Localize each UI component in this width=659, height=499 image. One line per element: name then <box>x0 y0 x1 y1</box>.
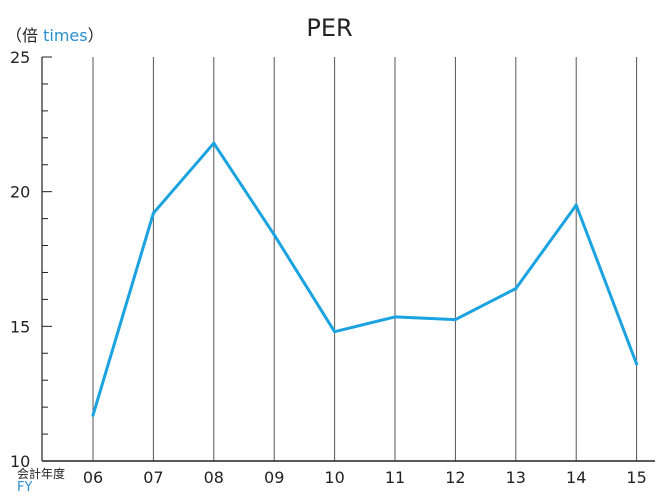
x-axis-caption-ja: 会計年度 <box>17 467 66 481</box>
x-tick-label-10: 10 <box>324 468 344 487</box>
chart-title: PER <box>306 14 353 42</box>
x-tick-label-11: 11 <box>385 468 405 487</box>
data-point-14 <box>574 203 578 207</box>
per-series-line <box>91 141 639 417</box>
data-point-12 <box>453 318 457 322</box>
data-point-11 <box>393 315 397 319</box>
x-tick-label-08: 08 <box>204 468 224 487</box>
y-tick-label-10: 10 <box>10 452 30 471</box>
x-tick-label-15: 15 <box>626 468 646 487</box>
x-tick-label-14: 14 <box>566 468 586 487</box>
data-point-09 <box>272 233 276 237</box>
data-point-15 <box>635 362 639 366</box>
x-tick-label-12: 12 <box>445 468 465 487</box>
data-point-10 <box>333 330 337 334</box>
data-point-06 <box>91 413 95 417</box>
y-axis-unit-en: times <box>43 26 88 45</box>
data-point-13 <box>514 287 518 291</box>
y-axis-unit-label: （倍 times） <box>6 22 104 46</box>
data-point-08 <box>212 141 216 145</box>
data-point-07 <box>151 211 155 215</box>
y-tick-label-20: 20 <box>10 183 30 202</box>
x-tick-label-06: 06 <box>83 468 103 487</box>
y-axis-unit-ja: （倍 <box>6 26 39 45</box>
y-axis-unit-close: ） <box>87 26 104 45</box>
x-tick-label-09: 09 <box>264 468 284 487</box>
y-tick-label-25: 25 <box>10 48 30 67</box>
x-tick-label-13: 13 <box>506 468 526 487</box>
x-tick-label-07: 07 <box>143 468 163 487</box>
x-axis-caption-en: FY <box>17 480 33 495</box>
x-axis-caption: 会計年度 FY <box>17 467 65 495</box>
y-tick-label-15: 15 <box>10 317 30 336</box>
